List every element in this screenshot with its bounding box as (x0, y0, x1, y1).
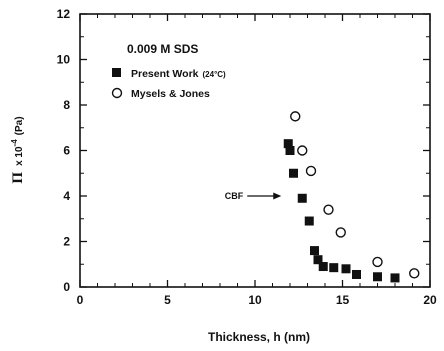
y-tick-label: 8 (63, 98, 70, 112)
x-tick-label: 0 (77, 293, 84, 307)
data-point-mysels-jones (290, 111, 301, 122)
ticks: 0 5 10 15 20 0 2 4 6 8 10 12 (57, 7, 437, 307)
y-tick-label: 4 (63, 189, 70, 203)
y-axis-unit: (Pa) (14, 116, 25, 135)
x-axis-label: Thickness, h (nm) (208, 330, 310, 344)
y-axis-exponent: -4 (10, 139, 19, 147)
data-point-present-work (341, 264, 351, 274)
data-point-present-work (297, 193, 307, 203)
x-tick-label: 20 (423, 293, 437, 307)
data-point-mysels-jones (323, 204, 334, 215)
data-point-present-work (373, 272, 382, 282)
data-points (283, 111, 420, 283)
data-point-present-work (313, 255, 323, 265)
data-point-present-work (329, 263, 339, 273)
data-point-present-work (289, 168, 298, 178)
legend-name-present-work: Present Work (131, 68, 199, 80)
y-axis-factor: x 10 (14, 146, 25, 166)
data-point-present-work (352, 269, 361, 279)
y-tick-label: 2 (63, 235, 70, 249)
legend-suffix-present-work: (24°C) (203, 70, 227, 79)
data-point-present-work (304, 216, 314, 226)
y-tick-label: 10 (57, 53, 71, 67)
x-tick-label: 15 (336, 293, 350, 307)
data-point-present-work (283, 139, 293, 149)
legend-label-present-work: Present Work (24°C) (131, 68, 226, 80)
legend-marker-mysels-jones (111, 87, 123, 99)
x-tick-label: 5 (164, 293, 171, 307)
legend: Present Work (24°C) Mysels & Jones (111, 68, 226, 100)
chart-annotation: 0.009 M SDS (127, 42, 198, 56)
y-tick-label: 0 (63, 280, 70, 294)
data-point-mysels-jones (409, 268, 420, 279)
y-axis-symbol: Π (10, 172, 26, 184)
y-tick-label: 6 (63, 144, 70, 158)
cbf-arrow-annotation: CBF (225, 191, 282, 201)
data-point-mysels-jones (372, 256, 383, 268)
data-point-present-work (390, 273, 400, 283)
cbf-arrow-head (273, 192, 282, 200)
legend-label-mysels-jones: Mysels & Jones (131, 88, 210, 100)
data-point-present-work (318, 262, 328, 272)
data-point-present-work (310, 246, 319, 256)
data-point-mysels-jones (305, 165, 317, 177)
data-point-present-work (285, 146, 295, 155)
x-tick-label: 10 (248, 293, 262, 307)
y-tick-label: 12 (57, 7, 71, 21)
data-point-mysels-jones (297, 145, 308, 156)
legend-marker-present-work (112, 68, 121, 77)
data-point-mysels-jones (335, 227, 346, 238)
cbf-label: CBF (225, 191, 244, 201)
y-axis-label: Πx 10-4 (Pa) (10, 116, 26, 183)
